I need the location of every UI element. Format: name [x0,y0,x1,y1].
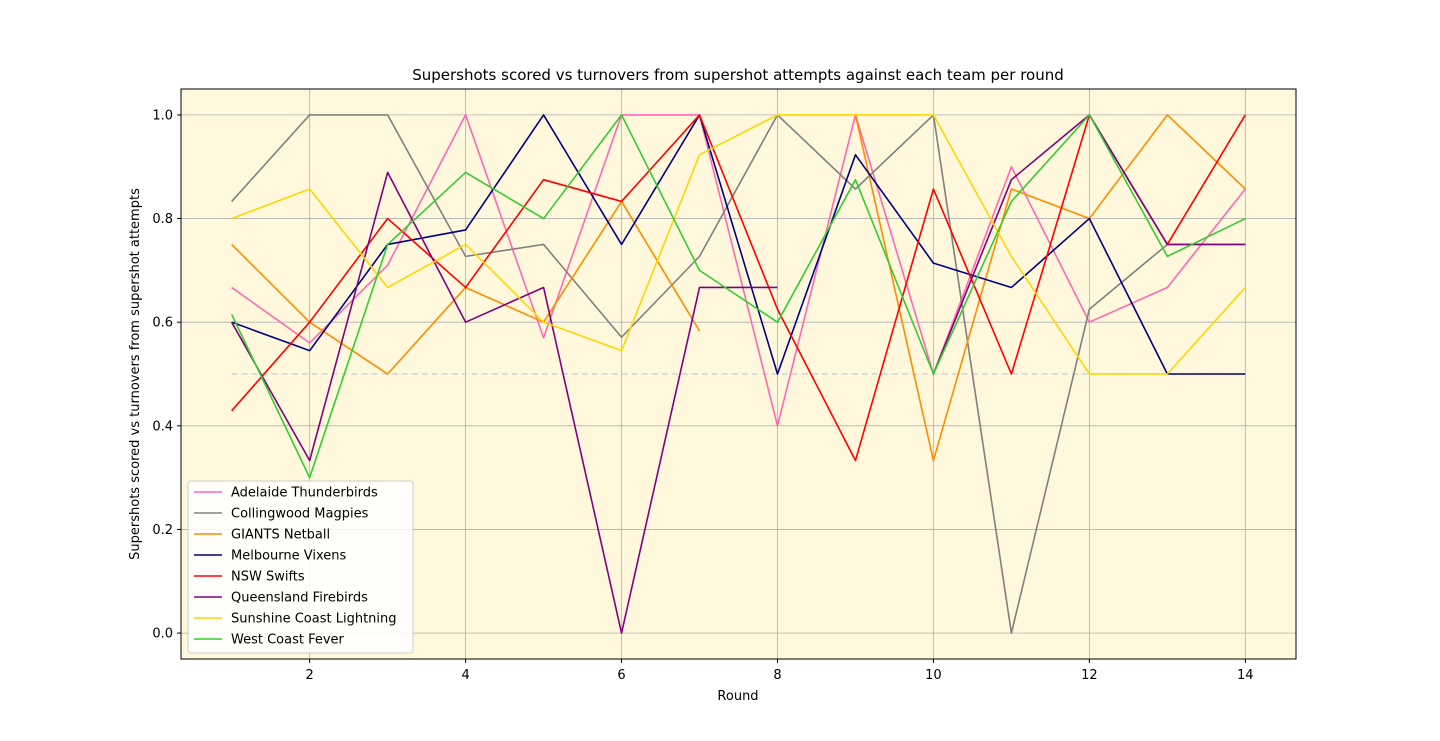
series-line-7 [230,114,1246,479]
legend-label: Melbourne Vixens [231,549,347,564]
y-tick-label: 1.0 [152,108,173,123]
chart-title: Supershots scored vs turnovers from supe… [412,66,1064,84]
y-tick-label: 0.8 [152,212,173,227]
x-axis-title: Round [717,689,758,704]
legend-box [187,480,414,654]
x-tick-label: 2 [306,668,314,683]
y-tick-label: 0.6 [152,316,173,331]
series-line-0 [231,114,1246,427]
x-tick-label: 10 [925,668,942,683]
series-line-4 [231,114,1247,462]
series-line-3 [231,114,1246,375]
x-tick-label: 14 [1237,668,1254,683]
legend-label: Collingwood Magpies [231,507,369,522]
y-tick-label: 0.0 [152,627,173,642]
x-tick-label: 8 [773,668,781,683]
x-tick-label: 12 [1081,668,1098,683]
ticks: 2 4 6 8 10 12 14 0.0 0.2 0.4 0.6 0.8 1.0 [152,108,1253,683]
legend-label: GIANTS Netball [231,528,330,543]
legend-label: Adelaide Thunderbirds [231,486,378,501]
y-tick-label: 0.2 [152,523,173,538]
y-tick-label: 0.4 [152,419,173,434]
series-line-6 [231,114,1246,375]
plot-frame [180,88,1297,660]
series-line-1 [231,114,1246,634]
series-group [230,114,1247,634]
legend-label: NSW Swifts [231,570,305,585]
y-axis-title: Supershots scored vs turnovers from supe… [128,188,143,560]
legend: Adelaide Thunderbirds Collingwood Magpies… [187,480,414,654]
x-tick-label: 4 [461,668,469,683]
x-tick-label: 6 [617,668,625,683]
legend-label: Sunshine Coast Lightning [231,612,397,627]
legend-label: Queensland Firebirds [231,591,368,606]
legend-label: West Coast Fever [231,633,345,648]
